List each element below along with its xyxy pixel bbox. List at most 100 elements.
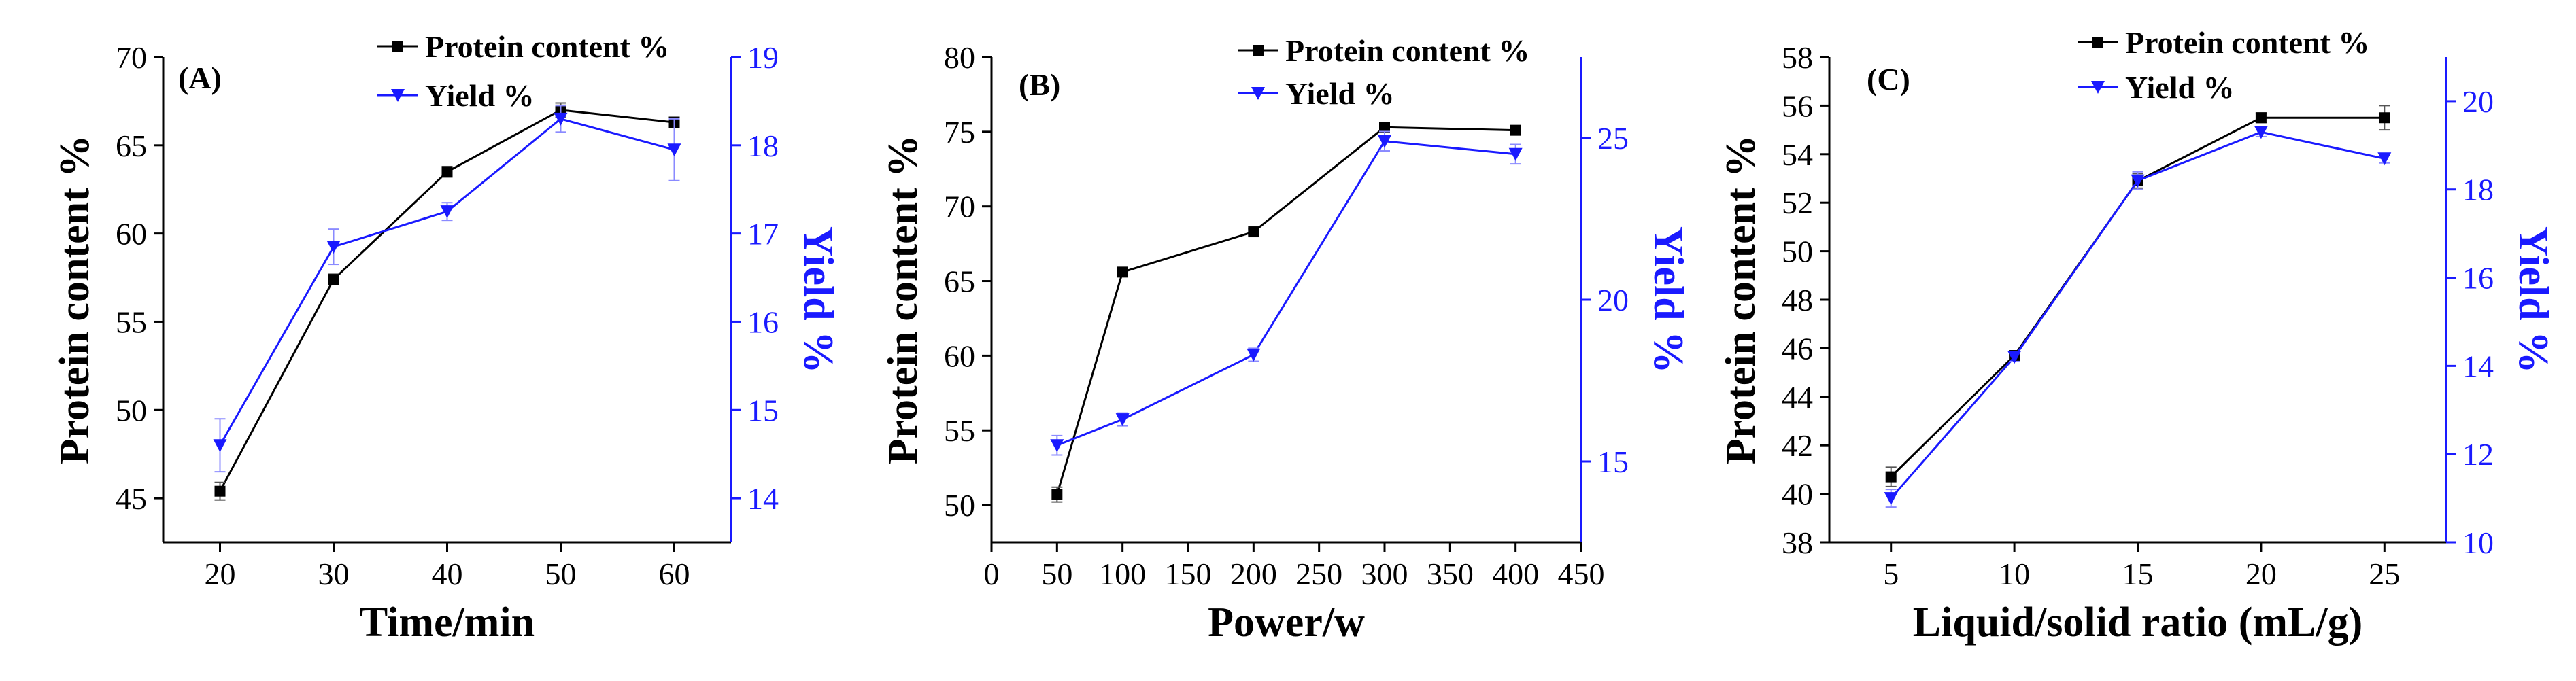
panel-label: (B): [1019, 67, 1060, 102]
right-y-tick-label: 10: [2462, 525, 2494, 560]
left-y-tick-label: 50: [116, 393, 147, 427]
x-tick-label: 10: [1999, 557, 2030, 591]
right-y-tick-label: 17: [747, 217, 779, 251]
x-tick-label: 400: [1492, 557, 1539, 591]
x-tick-label: 50: [545, 557, 577, 591]
chart-panel-1: 20 30 40 50 60 45 50 55 60 65 70 14 15 16 17 18 19 Time/m…: [52, 29, 841, 646]
right-y-tick-label: 18: [747, 128, 779, 163]
series-yield: [1050, 130, 1523, 456]
data-point: [1378, 135, 1391, 148]
right-y-tick-label: 14: [747, 481, 779, 516]
legend-label: Protein content %: [425, 29, 669, 64]
left-y-tick-label: 40: [1782, 477, 1813, 512]
right-y-tick-label: 14: [2462, 349, 2494, 383]
x-tick-label: 0: [984, 557, 1000, 591]
x-tick-label: 50: [1041, 557, 1072, 591]
x-tick-label: 350: [1427, 557, 1474, 591]
x-tick-label: 60: [659, 557, 690, 591]
legend-label: Yield %: [425, 78, 535, 113]
data-point: [667, 143, 681, 157]
left-y-tick-label: 55: [944, 413, 975, 448]
legend-label: Yield %: [1285, 76, 1395, 111]
left-y-tick-label: 65: [116, 128, 147, 163]
x-tick-label: 5: [1883, 557, 1899, 591]
left-y-tick-label: 80: [944, 40, 975, 75]
left-y-tick-label: 50: [1782, 234, 1813, 269]
data-point: [2131, 174, 2145, 188]
legend-label: Protein content %: [1285, 33, 1529, 68]
x-tick-label: 40: [432, 557, 463, 591]
left-y-tick-label: 52: [1782, 186, 1813, 220]
legend-marker: [1253, 45, 1264, 56]
legend-marker: [2091, 81, 2105, 94]
data-point: [1051, 489, 1063, 500]
data-point: [1050, 439, 1064, 453]
data-point: [554, 112, 568, 126]
legend-label: Protein content %: [2125, 25, 2369, 60]
data-point: [214, 485, 226, 497]
series-yield: [213, 105, 681, 473]
data-point: [328, 274, 339, 285]
left-y-tick-label: 50: [944, 488, 975, 523]
left-y-tick-label: 70: [944, 190, 975, 224]
series-protein: [1051, 122, 1521, 503]
data-point: [2255, 112, 2267, 124]
right-y-tick-label: 16: [2462, 261, 2494, 296]
data-point: [441, 166, 453, 177]
series-yield: [1884, 126, 2392, 508]
left-y-tick-label: 42: [1782, 428, 1813, 463]
legend: Protein content % Yield %: [377, 29, 669, 113]
data-point: [1379, 122, 1390, 133]
data-point: [2379, 112, 2390, 124]
left-y-tick-label: 60: [944, 338, 975, 373]
chart-panel-3: 5 10 15 20 25 38 40 42 44 46 48 50 52 54 56 58 10 12 14 16 1…: [1718, 25, 2556, 646]
panel-label: (C): [1867, 62, 1910, 97]
data-point: [1884, 492, 1898, 506]
x-tick-label: 250: [1295, 557, 1342, 591]
left-y-tick-label: 58: [1782, 40, 1813, 75]
data-point: [1247, 348, 1261, 362]
legend-label: Yield %: [2125, 70, 2235, 105]
right-y-axis-title: Yield %: [795, 226, 841, 373]
chart-panel-2: 0 50 100 150 200 250 300 350 400 450 50 55 60 65 70 75 8…: [880, 33, 1691, 646]
data-point: [1115, 413, 1130, 427]
left-y-axis-title: Protein content %: [880, 135, 926, 464]
legend-marker: [2092, 37, 2103, 48]
right-y-axis-title: Yield %: [1645, 226, 1691, 373]
data-point: [1117, 266, 1128, 278]
series-line: [1056, 140, 1516, 447]
left-y-tick-label: 54: [1782, 137, 1813, 172]
right-y-tick-label: 16: [747, 304, 779, 339]
legend: Protein content % Yield %: [2078, 25, 2369, 105]
left-y-axis-title: Protein content %: [1718, 135, 1764, 464]
right-y-tick-label: 20: [2462, 84, 2494, 119]
data-point: [1885, 471, 1897, 483]
x-tick-label: 150: [1165, 557, 1212, 591]
right-y-tick-label: 15: [747, 393, 779, 427]
x-tick-label: 20: [2245, 557, 2277, 591]
right-y-axis-title: Yield %: [2510, 226, 2556, 373]
data-point: [326, 241, 341, 254]
right-y-tick-label: 18: [2462, 173, 2494, 207]
right-y-tick-label: 15: [1597, 444, 1629, 479]
left-y-tick-label: 75: [944, 115, 975, 150]
data-point: [2007, 351, 2022, 364]
left-y-tick-label: 48: [1782, 283, 1813, 317]
legend: Protein content % Yield %: [1238, 33, 1529, 111]
x-tick-label: 200: [1230, 557, 1277, 591]
data-point: [1510, 124, 1521, 136]
data-point: [213, 439, 227, 453]
right-y-tick-label: 20: [1597, 283, 1629, 317]
left-y-tick-label: 46: [1782, 331, 1813, 366]
left-y-axis-title: Protein content %: [52, 135, 98, 464]
left-y-tick-label: 38: [1782, 525, 1813, 560]
right-y-tick-label: 25: [1597, 121, 1629, 156]
legend-marker: [392, 41, 403, 52]
x-tick-label: 450: [1558, 557, 1605, 591]
x-tick-label: 20: [205, 557, 236, 591]
left-y-tick-label: 44: [1782, 380, 1813, 415]
left-y-tick-label: 45: [116, 481, 147, 516]
legend-marker: [391, 89, 405, 102]
right-y-tick-label: 12: [2462, 437, 2494, 472]
